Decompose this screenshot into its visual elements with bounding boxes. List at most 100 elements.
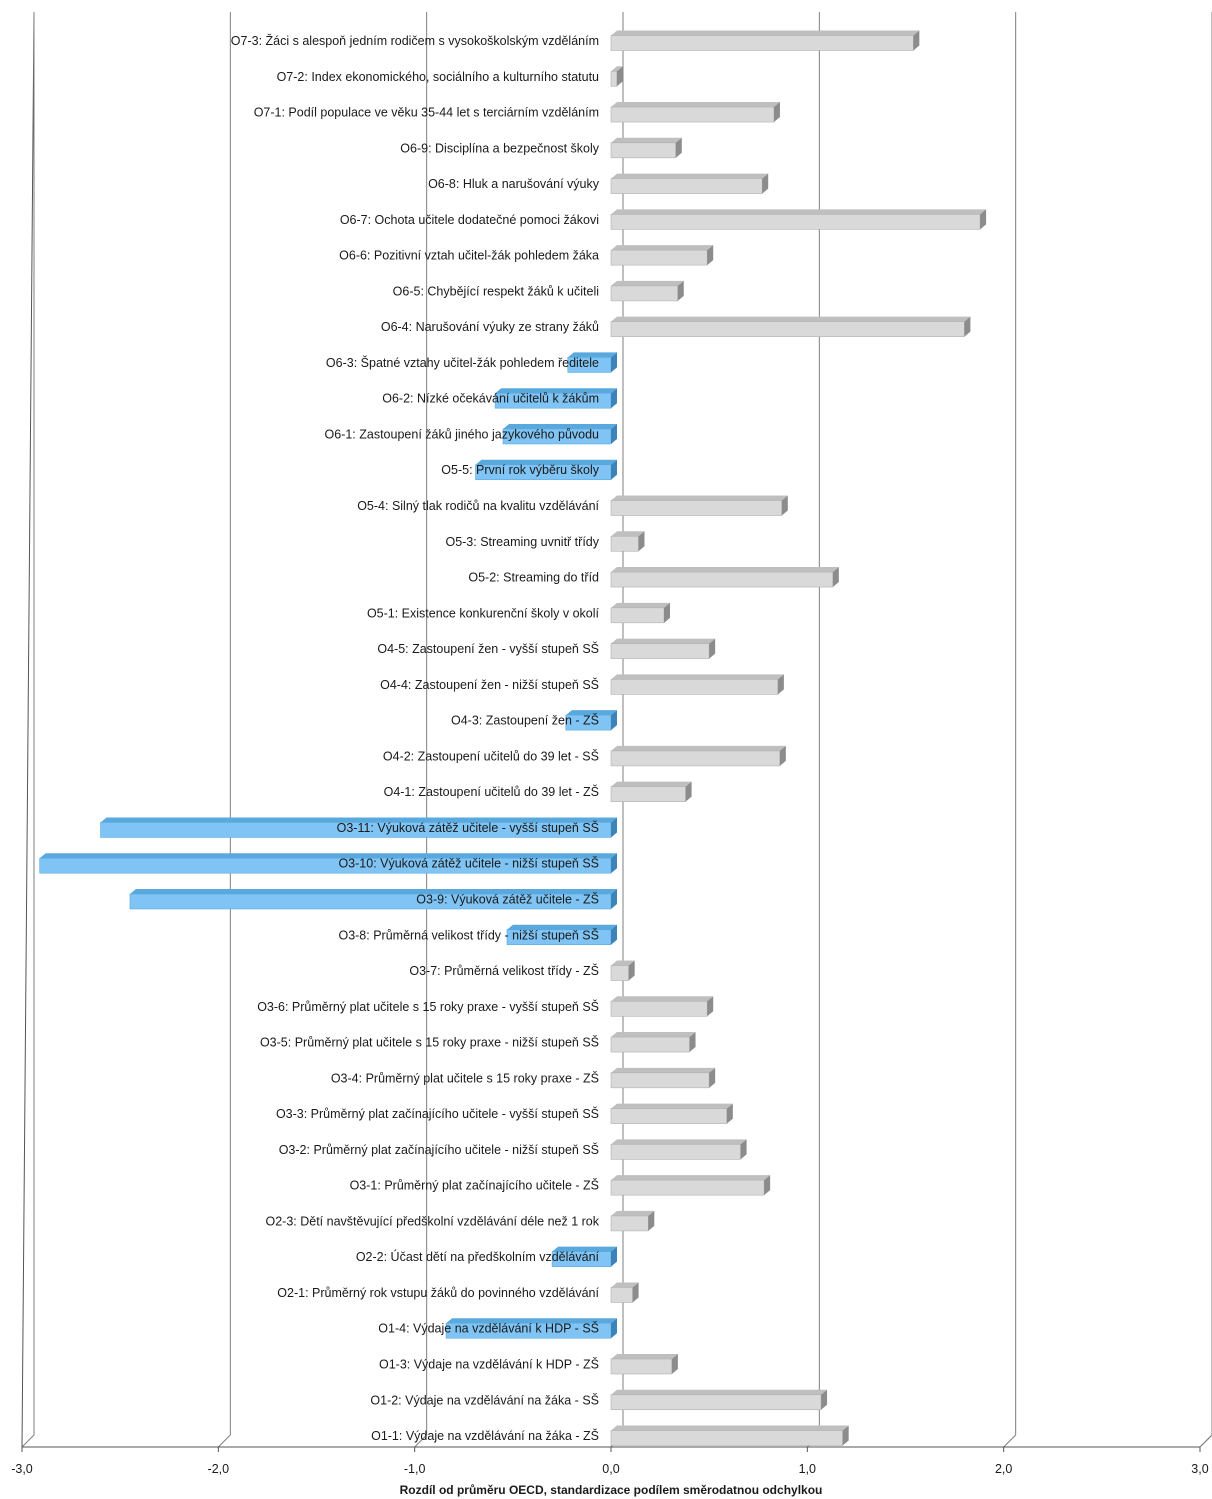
bar-side: [611, 853, 617, 874]
category-label: O3-2: Průměrný plat začínajícího učitele…: [279, 1142, 599, 1157]
bar-top: [611, 1103, 733, 1109]
bar-front: [610, 1072, 710, 1089]
bar-side: [677, 280, 684, 301]
bar-side: [675, 137, 682, 158]
bar: [610, 1032, 696, 1053]
bar-side: [707, 996, 714, 1017]
bar-front: [610, 106, 775, 123]
bar: [610, 602, 671, 624]
category-label: O4-5: Zastoupení žen - vyšší stupeň SŠ: [377, 641, 599, 656]
bar-top: [611, 1210, 655, 1216]
category-label: O3-11: Výuková zátěž učitele - vyšší stu…: [337, 820, 599, 835]
x-tick-label: -3,0: [11, 1462, 33, 1476]
bar: [506, 924, 617, 946]
bar-front: [610, 178, 763, 194]
bar: [610, 1282, 639, 1303]
category-label: O1-4: Výdaje na vzdělávání k HDP - SŠ: [378, 1321, 599, 1336]
bar-front: [610, 285, 679, 302]
bar-side: [611, 1318, 617, 1339]
bar-front: [610, 965, 629, 981]
bar-front: [610, 1144, 741, 1160]
bar: [610, 30, 920, 51]
bar-side: [740, 1139, 747, 1160]
bar-side: [616, 66, 623, 87]
bar-side: [685, 781, 692, 802]
category-label: O4-3: Zastoupení žen - ZŠ: [451, 713, 599, 728]
x-axis-label: Rozdíl od průměru OECD, standardizace po…: [400, 1483, 823, 1497]
bar: [610, 1103, 733, 1124]
bar: [610, 1067, 716, 1089]
bar-side: [689, 1032, 696, 1053]
bar-front: [610, 142, 677, 159]
bar-front: [610, 500, 783, 516]
bar-top: [129, 888, 617, 894]
bar-side: [611, 388, 617, 409]
bar-top: [611, 745, 786, 751]
bar-front: [610, 1358, 673, 1375]
bar: [610, 209, 987, 230]
bar-side: [764, 1175, 771, 1196]
bar-front: [610, 1430, 843, 1446]
bar-side: [842, 1425, 849, 1446]
bar: [610, 495, 788, 516]
bar-top: [611, 102, 780, 108]
bar: [551, 1246, 617, 1267]
bar-front: [610, 1215, 649, 1232]
grid-floor-line: [1199, 1434, 1212, 1448]
bar-top: [611, 638, 716, 644]
bar-top: [611, 209, 987, 215]
x-axis: -3,0 -2,0 -1,0 0,0 1,0 2,0 3,0: [11, 1446, 1209, 1476]
category-label: O6-3: Špatné vztahy učitel-žák pohledem …: [326, 355, 599, 370]
bar-front: [610, 1394, 822, 1411]
bar-top: [611, 1353, 678, 1359]
bar-top: [506, 924, 617, 930]
grid-floor-line: [414, 1434, 428, 1448]
bar: [610, 1425, 849, 1446]
category-label: O7-2: Index ekonomického, sociálního a k…: [277, 70, 599, 84]
grid-floor-line: [217, 1434, 231, 1448]
bar-top: [611, 1139, 747, 1145]
bar-top: [611, 567, 839, 573]
category-label: O2-3: Dětí navštěvující předškolní vzděl…: [265, 1214, 599, 1228]
bar-side: [638, 531, 645, 552]
bar-front: [610, 786, 686, 802]
bar-top: [495, 388, 617, 394]
bar: [565, 710, 617, 731]
bar: [129, 888, 617, 910]
category-label: O7-3: Žáci s alespoň jedním rodičem s vy…: [231, 33, 599, 48]
bar-front: [610, 679, 779, 695]
bar-top: [611, 531, 645, 537]
category-label: O4-2: Zastoupení učitelů do 39 let - SŠ: [383, 748, 599, 763]
category-label: O5-1: Existence konkurenční školy v okol…: [367, 606, 600, 620]
category-label: O4-4: Zastoupení žen - nižší stupeň SŠ: [380, 677, 599, 692]
bar: [610, 66, 623, 87]
bar: [610, 1175, 771, 1196]
bar: [100, 817, 618, 838]
bar: [610, 996, 714, 1017]
bar-front: [610, 1287, 633, 1303]
bar-front: [610, 214, 981, 230]
bar: [502, 423, 617, 445]
bar-side: [611, 888, 617, 909]
category-label: O6-4: Narušování výuky ze strany žáků: [381, 320, 599, 334]
category-label: O5-5: První rok výběru školy: [441, 463, 599, 477]
category-label: O6-6: Pozitivní vztah učitel-žák pohlede…: [339, 249, 599, 263]
bar-front: [610, 249, 708, 266]
bar: [610, 1353, 678, 1375]
bar-top: [611, 674, 784, 680]
bars: [39, 30, 987, 1446]
bar-side: [707, 245, 714, 266]
category-label: O6-9: Disciplína a bezpečnost školy: [400, 141, 599, 155]
bar-side: [773, 102, 780, 123]
bar: [610, 674, 784, 695]
bar-top: [475, 459, 617, 465]
bar-top: [611, 1067, 716, 1073]
bar: [610, 960, 635, 981]
bar-top: [611, 960, 635, 966]
category-label: O1-3: Výdaje na vzdělávání k HDP - ZŠ: [379, 1356, 599, 1371]
bar-top: [611, 495, 788, 501]
bar-side: [762, 173, 769, 194]
bar: [475, 459, 617, 481]
bar-side: [913, 30, 920, 51]
bar-top: [611, 280, 684, 286]
